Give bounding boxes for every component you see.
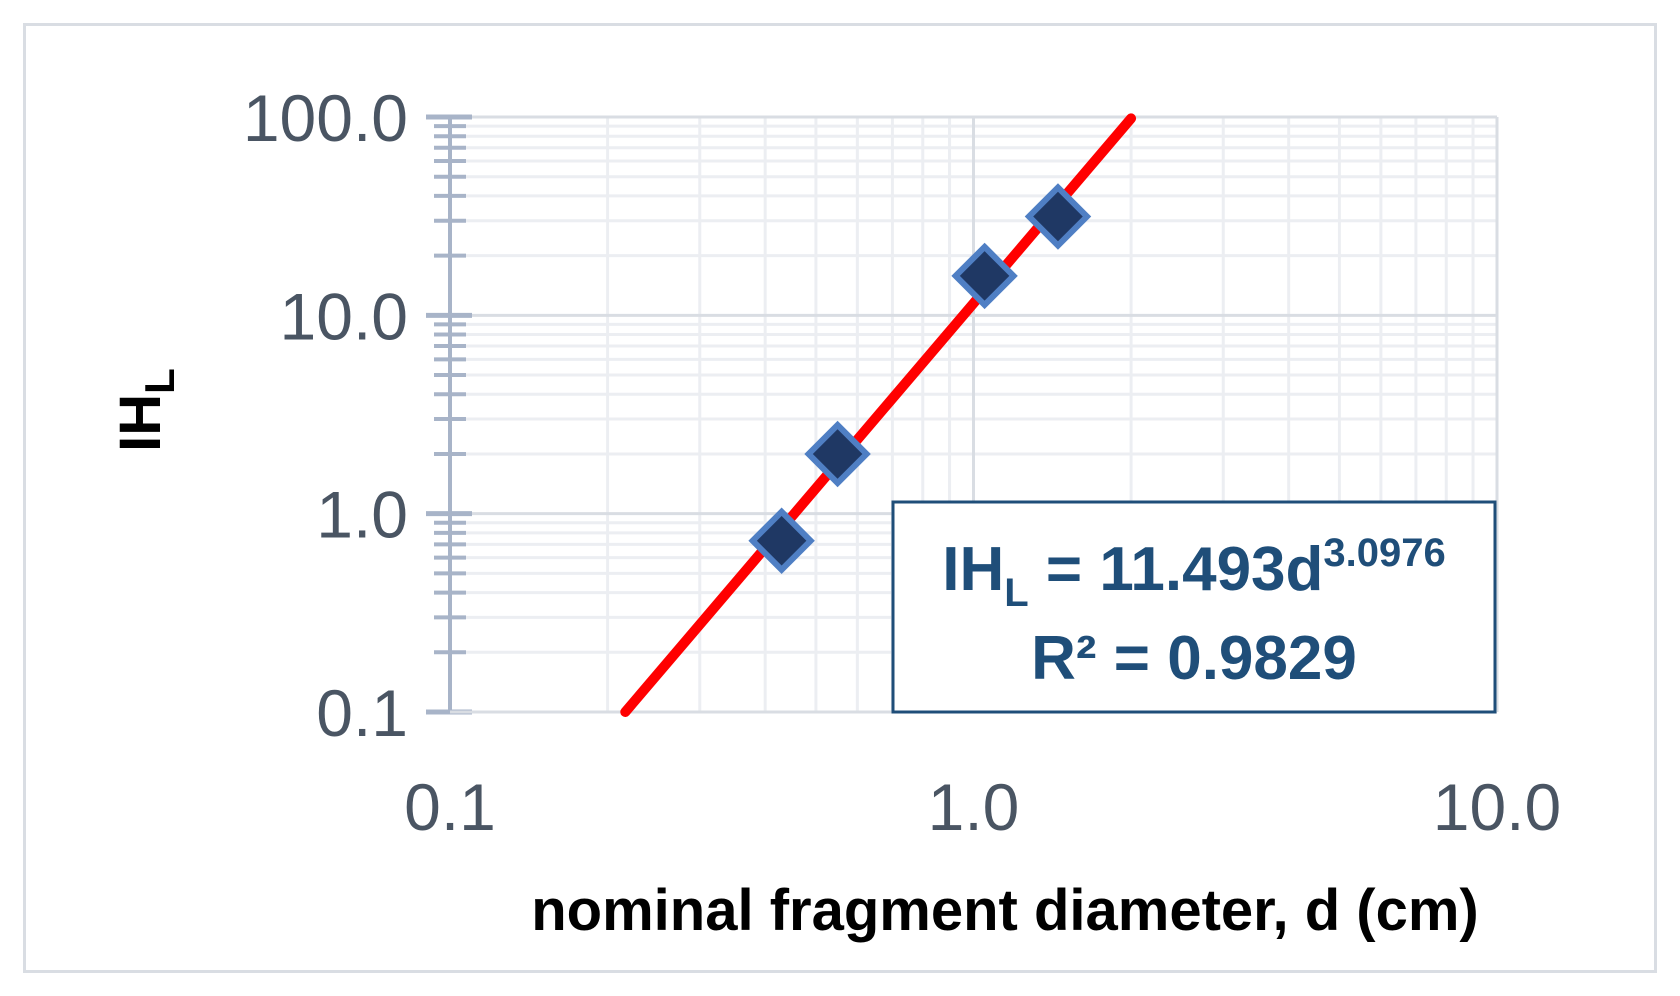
x-tick-label: 1.0 — [928, 770, 1020, 844]
y-axis-title-main: IH — [108, 394, 173, 452]
data-point-diamond — [1024, 183, 1092, 250]
y-tick-label: 10.0 — [280, 279, 408, 353]
data-point-diamond — [748, 507, 815, 575]
equation-box: IHL = 11.493d3.0976 R² = 0.9829 — [891, 500, 1497, 714]
y-tick-label: 100.0 — [243, 81, 408, 155]
data-point-diamond — [804, 420, 871, 488]
y-axis-title-sub: L — [136, 368, 183, 394]
r-squared-label: R² = 0.9829 — [1031, 624, 1357, 693]
equation-sub: L — [1004, 571, 1028, 615]
tick-labels-layer: 0.1 1.0 10.0 100.0 0.1 1.0 10.0 — [243, 81, 1561, 844]
equation-main: IH — [942, 535, 1004, 604]
data-points-layer — [748, 183, 1092, 575]
equation-mid: = 11.493d — [1029, 535, 1324, 604]
equation-box-border — [891, 500, 1497, 714]
trendline-equation: IHL = 11.493d3.0976 — [942, 531, 1446, 615]
x-axis-title: nominal fragment diameter, d (cm) — [531, 878, 1479, 943]
data-point-diamond — [951, 242, 1018, 310]
x-tick-label: 0.1 — [404, 770, 496, 844]
y-axis-title: IHL — [108, 368, 183, 452]
svg-text:IHL: IHL — [108, 368, 183, 452]
y-tick-label: 0.1 — [316, 676, 408, 750]
x-tick-label: 10.0 — [1433, 770, 1561, 844]
equation-sup: 3.0976 — [1323, 531, 1445, 575]
y-tick-label: 1.0 — [316, 478, 408, 552]
